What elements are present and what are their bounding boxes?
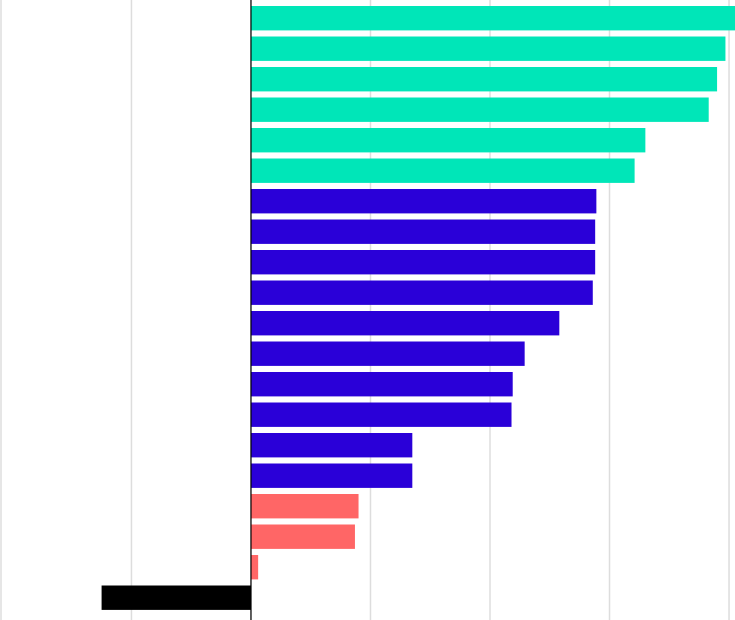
bar [250, 463, 413, 488]
bar [250, 189, 597, 214]
bar [250, 341, 525, 366]
bar [250, 128, 646, 153]
bar [101, 585, 251, 610]
bar [250, 311, 560, 336]
bar [250, 6, 735, 31]
bar [250, 219, 596, 244]
bar [250, 158, 635, 183]
bar [250, 67, 718, 92]
bar [250, 280, 593, 305]
bar [250, 372, 513, 397]
bar [250, 494, 359, 519]
bar [250, 36, 726, 61]
bar [250, 433, 413, 458]
bar [250, 250, 596, 275]
bar [250, 97, 709, 122]
bar [250, 555, 259, 580]
bar [250, 402, 512, 427]
bars [101, 6, 735, 610]
bar [250, 524, 355, 549]
